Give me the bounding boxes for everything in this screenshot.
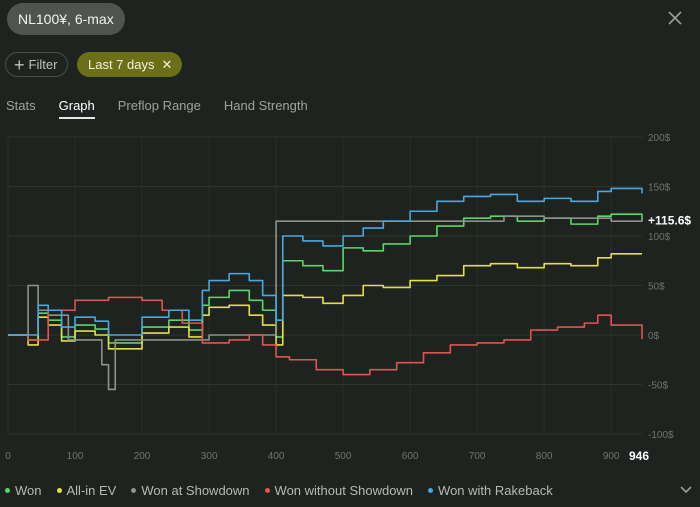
tab-preflop-range[interactable]: Preflop Range [117, 98, 201, 113]
chart-legend: Won All-in EV Won at Showdown Won withou… [5, 483, 568, 498]
legend-dot [131, 488, 137, 493]
legend-dot [56, 488, 62, 493]
chevron-down-icon[interactable] [677, 480, 695, 498]
tab-stats[interactable]: Stats [6, 98, 36, 113]
y-tick-label: -100$ [648, 430, 674, 441]
x-tick-label: 500 [335, 451, 352, 462]
x-tick-label: 0 [5, 451, 11, 462]
end-value-label: +115.6$ [648, 214, 691, 228]
x-tick-label: 700 [469, 451, 486, 462]
y-tick-label: -50$ [648, 381, 668, 392]
filter-label: Filter [28, 57, 58, 72]
y-tick-label: 200$ [648, 133, 671, 144]
legend-dot [264, 488, 270, 493]
x-end-label: 946 [629, 449, 649, 463]
x-tick-label: 600 [402, 451, 419, 462]
legend-item-won[interactable]: Won [5, 483, 42, 498]
x-tick-label: 200 [134, 451, 151, 462]
legend-item-won-at-showdown[interactable]: Won at Showdown [131, 483, 250, 498]
legend-label: Won [15, 483, 42, 498]
series-line-won-without-showdown[interactable] [8, 296, 643, 376]
tab-hand-strength[interactable]: Hand Strength [223, 98, 308, 113]
filter-button[interactable]: + Filter [5, 52, 69, 77]
legend-label: All-in EV [66, 483, 117, 498]
plus-icon: + [14, 54, 25, 75]
x-tick-label: 100 [67, 451, 84, 462]
legend-item-won-without-showdown[interactable]: Won without Showdown [264, 483, 414, 498]
legend-dot [428, 488, 434, 493]
profit-graph[interactable]: 200$ 150$ 100$ 50$ 0$ -50$ -100$ 0 100 200 300 400 5… [0, 125, 700, 470]
legend-label: Won at Showdown [141, 483, 250, 498]
x-tick-label: 900 [603, 451, 620, 462]
close-icon[interactable] [664, 7, 686, 29]
context-title-chip[interactable]: NL100¥, 6-max [7, 3, 125, 35]
series-line-won[interactable] [8, 213, 643, 344]
date-range-chip[interactable]: Last 7 days ✕ [77, 52, 183, 77]
x-tick-label: 400 [268, 451, 285, 462]
y-tick-label: 50$ [648, 282, 665, 293]
date-range-label: Last 7 days [88, 57, 155, 72]
y-tick-label: 100$ [648, 232, 671, 243]
legend-item-won-with-rakeback[interactable]: Won with Rakeback [428, 483, 553, 498]
y-tick-label: 0$ [648, 331, 660, 342]
tab-bar: Stats Graph Preflop Range Hand Strength [6, 98, 331, 119]
legend-item-all-in-ev[interactable]: All-in EV [56, 483, 117, 498]
legend-label: Won with Rakeback [438, 483, 553, 498]
x-tick-label: 300 [201, 451, 218, 462]
x-tick-label: 800 [536, 451, 553, 462]
legend-dot [5, 488, 10, 493]
y-tick-label: 150$ [648, 183, 671, 194]
legend-label: Won without Showdown [274, 483, 414, 498]
remove-chip-icon[interactable]: ✕ [161, 57, 173, 72]
tab-graph[interactable]: Graph [58, 98, 95, 119]
series-line-won-with-rakeback[interactable] [8, 187, 643, 336]
